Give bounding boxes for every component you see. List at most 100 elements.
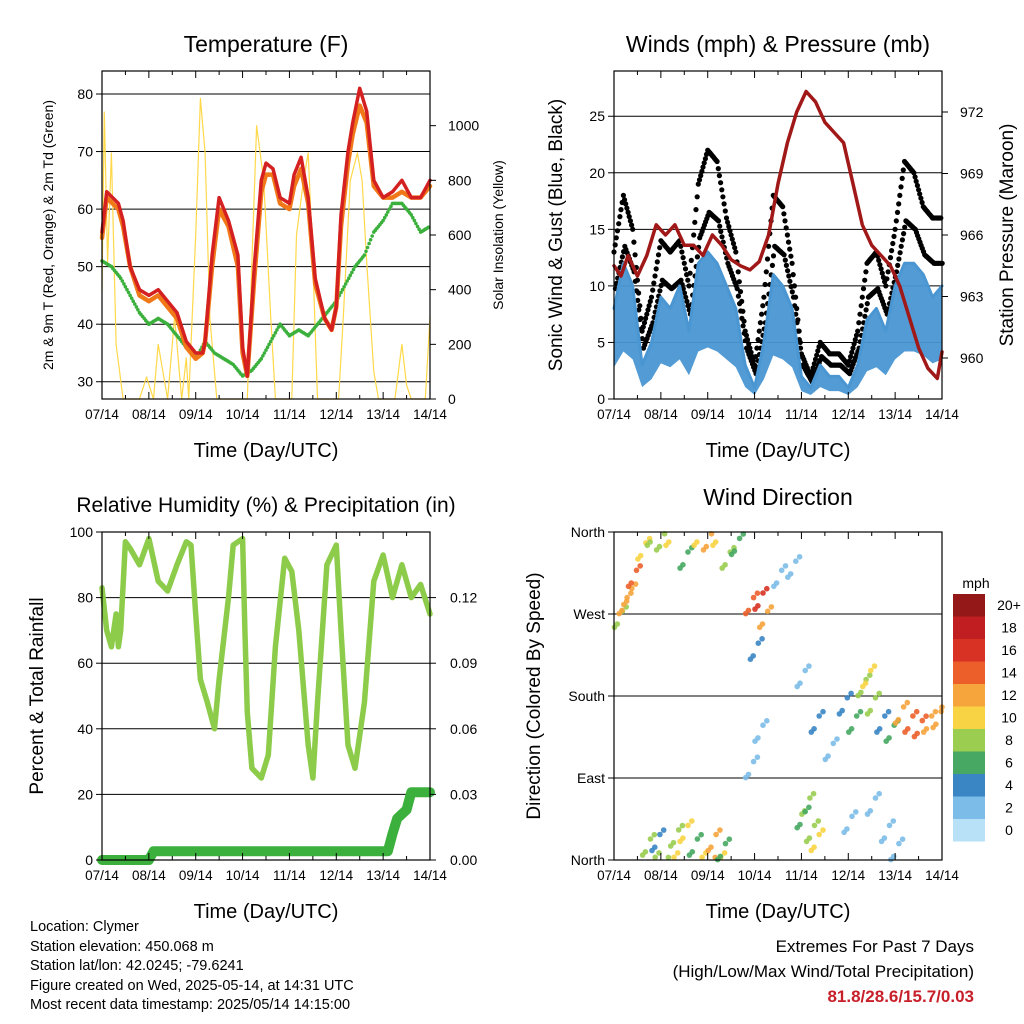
direction-point bbox=[665, 854, 672, 861]
direction-point bbox=[913, 708, 920, 715]
y2-tick-label: 963 bbox=[960, 289, 984, 305]
gust-point bbox=[636, 290, 642, 296]
direction-point bbox=[677, 565, 683, 571]
direction-point bbox=[848, 690, 854, 697]
gust-point bbox=[699, 168, 705, 174]
colorbar-swatch bbox=[953, 616, 985, 639]
gust-point bbox=[682, 266, 689, 272]
direction-point bbox=[810, 790, 817, 797]
gust-point bbox=[629, 222, 635, 228]
temp-9m-line bbox=[99, 103, 433, 379]
colorbar-swatch bbox=[953, 594, 985, 617]
colorbar-label: 18 bbox=[1001, 620, 1017, 636]
y-tick-label: North bbox=[571, 852, 605, 868]
direction-point bbox=[782, 563, 789, 569]
direction-point bbox=[717, 827, 723, 833]
direction-point bbox=[853, 713, 860, 719]
extremes-values: 81.8/28.6/15.7/0.03 bbox=[827, 987, 974, 1006]
y-tick-label: 80 bbox=[77, 86, 93, 102]
gust-point bbox=[651, 280, 657, 286]
direction-point bbox=[892, 720, 899, 726]
direction-point bbox=[802, 667, 808, 674]
direction-point bbox=[637, 563, 643, 569]
gust-point bbox=[899, 237, 906, 243]
gust-point bbox=[696, 177, 703, 183]
y2-tick-label: 800 bbox=[448, 172, 472, 188]
gust-point bbox=[780, 204, 786, 210]
gust-point bbox=[636, 307, 642, 313]
direction-point bbox=[890, 818, 897, 824]
gust-point bbox=[650, 287, 656, 293]
direction-point bbox=[785, 574, 791, 580]
direction-point bbox=[807, 795, 813, 801]
direction-point bbox=[647, 836, 654, 842]
direction-point bbox=[710, 542, 716, 549]
dewpoint-point bbox=[384, 213, 389, 217]
colorbar-label: 4 bbox=[1005, 777, 1013, 793]
gust-point bbox=[795, 317, 801, 323]
gust-point bbox=[894, 209, 901, 215]
gust-point bbox=[719, 187, 725, 193]
x-tick-label: 09/14 bbox=[691, 407, 725, 422]
direction-point bbox=[752, 738, 758, 744]
direction-point bbox=[632, 581, 639, 587]
gust-point bbox=[863, 307, 869, 313]
gust-point bbox=[899, 175, 905, 181]
gust-point bbox=[753, 354, 759, 360]
gust-point bbox=[857, 311, 863, 317]
gust-point bbox=[619, 254, 626, 260]
dewpoint-point bbox=[272, 333, 276, 338]
y-tick-label: 20 bbox=[589, 165, 605, 181]
direction-point bbox=[803, 838, 810, 845]
dewpoint-point bbox=[123, 285, 128, 289]
gust-point bbox=[631, 239, 637, 245]
direction-point bbox=[713, 831, 719, 838]
plot-frame bbox=[101, 531, 431, 861]
x-tick-label: 09/14 bbox=[179, 868, 213, 883]
direction-point bbox=[633, 567, 640, 574]
direction-point bbox=[764, 718, 770, 724]
x-tick-label: 14/14 bbox=[925, 868, 959, 883]
temp-2m-line bbox=[100, 86, 432, 378]
direction-point bbox=[685, 549, 691, 555]
dewpoint-point bbox=[133, 302, 137, 306]
gust-point bbox=[884, 276, 890, 282]
direction-point bbox=[822, 756, 829, 763]
gust-point bbox=[863, 269, 869, 275]
x-tick-label: 14/14 bbox=[413, 868, 447, 883]
gust-point bbox=[911, 170, 917, 176]
dewpoint-point bbox=[414, 221, 418, 226]
direction-point bbox=[621, 601, 627, 608]
gust-point bbox=[735, 269, 741, 275]
direction-point bbox=[660, 827, 667, 833]
gust-point bbox=[723, 215, 730, 221]
direction-point bbox=[923, 713, 929, 719]
gust-point bbox=[759, 311, 765, 317]
gust-point bbox=[770, 253, 777, 259]
y2-tick-label: 0.06 bbox=[450, 721, 477, 737]
gust-point bbox=[895, 262, 901, 268]
direction-point bbox=[759, 636, 765, 642]
gust-point bbox=[700, 164, 706, 170]
gust-point bbox=[790, 272, 796, 278]
dewpoint-point bbox=[265, 345, 270, 350]
direction-point bbox=[883, 738, 889, 744]
colorbar-swatch bbox=[953, 729, 985, 752]
dewpoint-point bbox=[348, 273, 353, 278]
direction-point bbox=[816, 831, 822, 838]
direction-point bbox=[808, 729, 815, 735]
y-tick-label: 20 bbox=[77, 786, 93, 802]
y-tick-label: 0 bbox=[597, 391, 605, 407]
gust-point bbox=[747, 345, 753, 351]
direction-point bbox=[663, 542, 669, 549]
gust-point bbox=[812, 356, 819, 362]
gust-point bbox=[681, 260, 687, 266]
gust-point bbox=[784, 232, 791, 238]
direction-point bbox=[932, 708, 939, 715]
gust-point bbox=[630, 226, 636, 232]
gust-point bbox=[657, 245, 663, 251]
y2-axis-label: Station Pressure (Maroon) bbox=[997, 124, 1018, 347]
gust-point bbox=[879, 270, 885, 276]
gust-point bbox=[760, 303, 766, 309]
gust-point bbox=[860, 286, 867, 292]
